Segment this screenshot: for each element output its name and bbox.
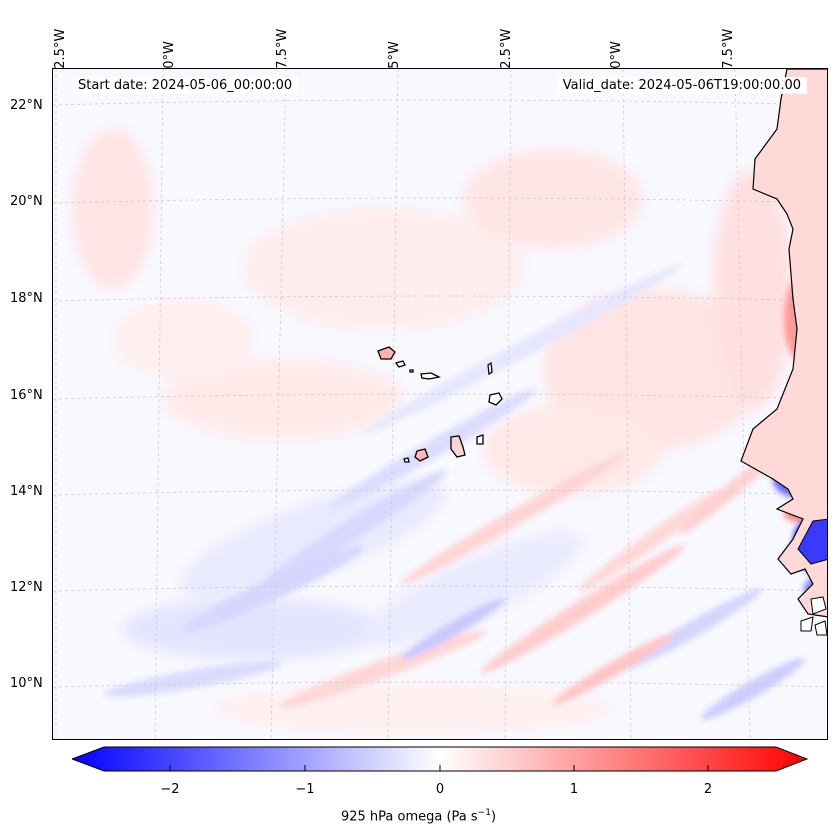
colorbar-tick-label-2: 2 [703, 782, 713, 797]
colorbar-label: 925 hPa omega (Pa s−1) [0, 808, 837, 824]
valid-date-label: Valid_date: 2024-05-06T19:00:00.00 [556, 77, 807, 94]
island-sao-vicente [394, 360, 406, 368]
island-maio [476, 434, 484, 445]
colorbar-label-close: ) [490, 809, 497, 825]
colorbar-body [70, 746, 809, 772]
island-brava [403, 457, 410, 463]
lat-label-20n: 20°N [10, 194, 43, 209]
island-boa-vista [488, 392, 503, 406]
omega-background-patches [73, 129, 793, 734]
lat-label-14n: 14°N [10, 484, 43, 499]
colorbar-tick-label-1: 1 [569, 782, 579, 797]
lat-label-22n: 22°N [10, 98, 43, 113]
lat-label-10n: 10°N [10, 676, 43, 691]
colorbar-tick-label-0: 0 [435, 782, 445, 797]
map-panel[interactable] [52, 68, 828, 740]
omega-field [53, 69, 827, 739]
lat-label-16n: 16°N [10, 388, 43, 403]
colorbar-tick-label-neg1: −1 [295, 782, 315, 797]
lat-label-18n: 18°N [10, 291, 43, 306]
island-fogo [414, 448, 429, 462]
colorbar-svg [70, 746, 809, 772]
island-sal [487, 361, 493, 376]
colorbar-label-text: 925 hPa omega (Pa s [340, 809, 478, 825]
africa-coast [740, 69, 827, 636]
colorbar-tick-label-neg2: −2 [160, 782, 180, 797]
cape-verde-islands [377, 346, 503, 463]
colorbar [70, 746, 809, 772]
island-santa-luzia [409, 369, 414, 373]
island-sao-nicolau [420, 372, 441, 380]
start-date-label: Start date: 2024-05-06_00:00:00 [72, 77, 299, 94]
island-santo-antao [377, 346, 396, 360]
omega-streaks [104, 264, 806, 720]
island-santiago [450, 435, 466, 458]
graticule [53, 69, 827, 739]
colorbar-label-exponent: −1 [477, 808, 491, 818]
lat-label-12n: 12°N [10, 580, 43, 595]
